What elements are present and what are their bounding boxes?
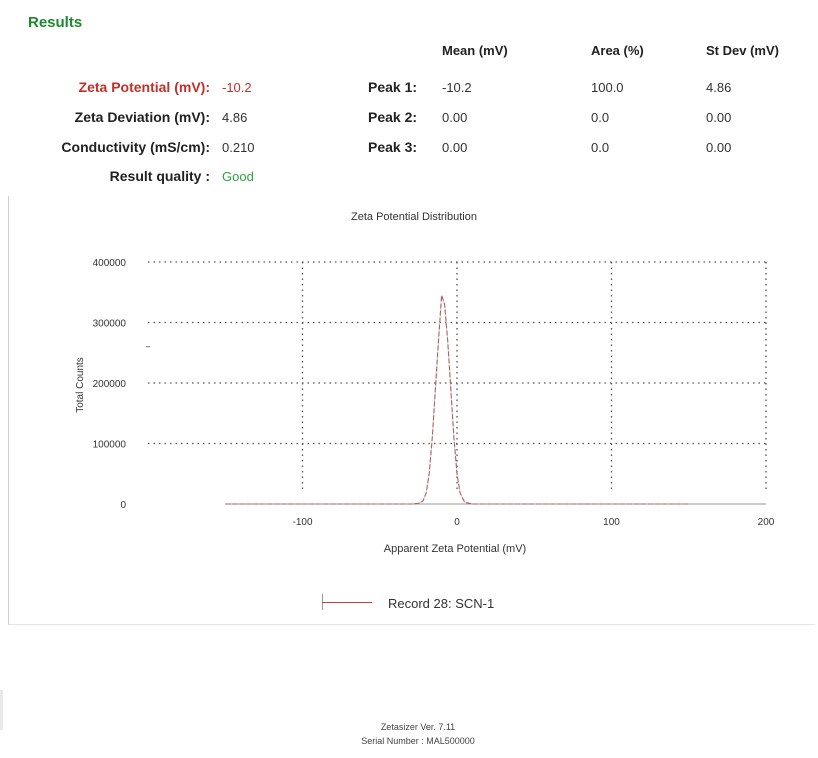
area-column-header: Area (%) — [591, 43, 644, 58]
y-tick-label: 200000 — [93, 379, 127, 390]
peak-2-mean: 0.00 — [442, 110, 468, 125]
peak-3-label: Peak 3: — [368, 139, 418, 155]
zeta-deviation-label: Zeta Deviation (mV): — [74, 109, 210, 125]
conductivity-value: 0.210 — [222, 140, 255, 155]
y-axis-label: Total Counts — [75, 357, 86, 413]
legend-series-label: Record 28: SCN-1 — [388, 596, 495, 611]
peak-3-stdev: 0.00 — [706, 140, 732, 155]
x-axis-label: Apparent Zeta Potential (mV) — [384, 543, 526, 555]
x-tick-label: -100 — [292, 517, 312, 528]
stdev-column-header: St Dev (mV) — [706, 43, 779, 58]
conductivity-label: Conductivity (mS/cm): — [61, 139, 210, 155]
serial-number: Serial Number : MAL500000 — [361, 736, 475, 746]
mean-column-header: Mean (mV) — [442, 43, 508, 58]
x-tick-label: 100 — [603, 517, 620, 528]
chart-title: Zeta Potential Distribution — [351, 211, 477, 223]
page-edge-marker — [0, 690, 3, 730]
chart-panel — [8, 196, 815, 625]
axes — [146, 346, 766, 505]
series-line-shadow — [225, 295, 689, 505]
peak-1-mean: -10.2 — [442, 80, 472, 95]
peak-1-area: 100.0 — [591, 80, 624, 95]
peak-3-area: 0.0 — [591, 140, 610, 155]
result-quality-label: Result quality : — [109, 168, 210, 184]
results-heading: Results — [28, 14, 83, 31]
series-lines — [225, 295, 689, 505]
x-tick-label: 0 — [454, 517, 460, 528]
y-tick-label: 300000 — [93, 319, 127, 330]
software-version: Zetasizer Ver. 7.11 — [380, 722, 456, 732]
result-quality-value: Good — [222, 169, 254, 184]
zeta-potential-value: -10.2 — [222, 80, 252, 95]
peak-3-mean: 0.00 — [442, 140, 468, 155]
peak-2-stdev: 0.00 — [706, 110, 732, 125]
grid-lines — [148, 261, 767, 490]
zeta-potential-label: Zeta Potential (mV): — [78, 79, 210, 95]
x-tick-label: 200 — [758, 517, 775, 528]
zeta-deviation-value: 4.86 — [222, 110, 248, 125]
legend-marker-line — [322, 602, 372, 603]
y-tick-label: 400000 — [93, 258, 127, 269]
peak-1-stdev: 4.86 — [706, 80, 732, 95]
peak-1-label: Peak 1: — [368, 79, 418, 95]
y-tick-label: 0 — [120, 500, 126, 511]
peak-2-label: Peak 2: — [368, 109, 418, 125]
y-tick-label: 100000 — [93, 440, 127, 451]
peak-2-area: 0.0 — [591, 110, 610, 125]
tick-labels: 0 100000 200000 300000 400000 -100 0 100 200 — [93, 258, 775, 528]
